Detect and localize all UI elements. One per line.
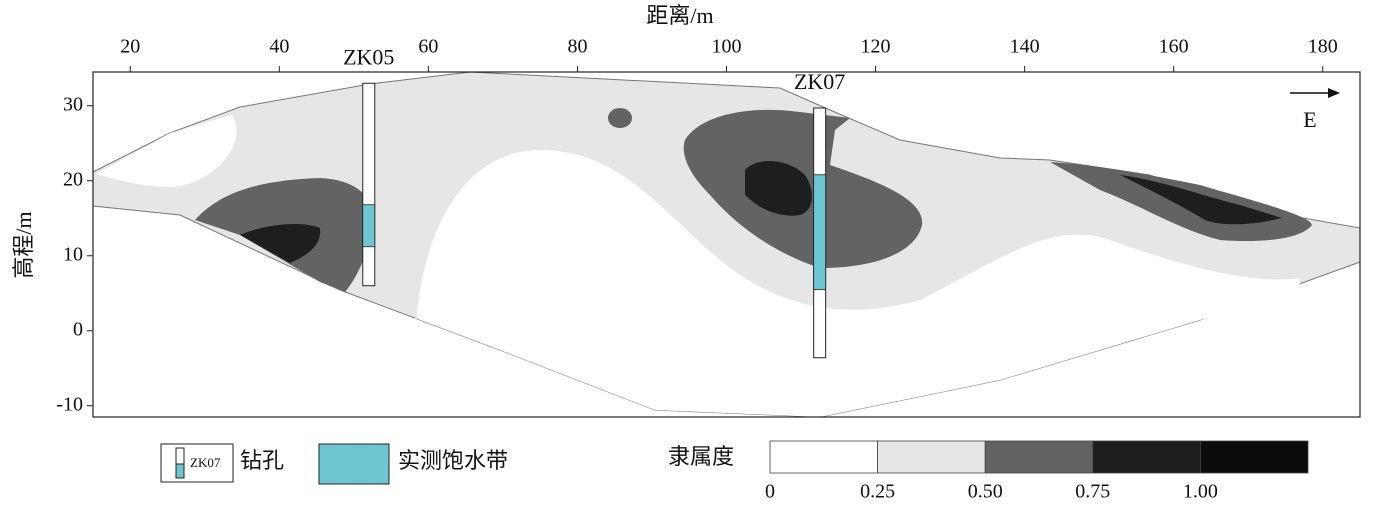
x-tick-label: 120 [861, 36, 891, 58]
borehole [362, 82, 376, 287]
x-axis-label: 距离/m [646, 3, 713, 28]
legend-borehole-icon-sat [175, 463, 185, 479]
zone-dark [608, 108, 632, 128]
y-tick-label: 30 [63, 93, 83, 115]
zone-black [1120, 175, 1282, 225]
colorbar-tick-label: 1.00 [1183, 481, 1218, 503]
saturated-zone [362, 204, 376, 248]
y-tick-label: 20 [63, 168, 83, 190]
x-tick-label: 160 [1159, 36, 1189, 58]
y-tick-label: -10 [56, 393, 83, 415]
y-tick-label: 0 [73, 318, 83, 340]
direction-label: E [1303, 107, 1316, 132]
legend: ZK07 钻孔 实测饱水带 隶属度 [160, 443, 734, 485]
colorbar-tick-label: 0.50 [968, 481, 1003, 503]
y-tick-label: 10 [63, 243, 83, 265]
x-tick-label: 180 [1308, 36, 1338, 58]
legend-label: 实测饱水带 [398, 448, 508, 473]
zone-black [745, 160, 812, 216]
x-tick-label: 60 [418, 36, 438, 58]
colorbar-label: 隶属度 [668, 444, 734, 469]
colorbar-segment [1200, 440, 1309, 474]
colorbar-segment [1092, 440, 1201, 474]
colorbar-segment [877, 440, 986, 474]
colorbar-tick-label: 0 [765, 481, 775, 503]
colorbar-tick-label: 0.75 [1075, 481, 1110, 503]
colorbar-segment [984, 440, 1094, 474]
x-tick-label: 100 [712, 36, 742, 58]
legend-box [160, 443, 234, 483]
colorbar-tick-label: 0.25 [860, 481, 895, 503]
x-tick-label: 140 [1010, 36, 1040, 58]
legend-label: 钻孔 [240, 448, 284, 473]
legend-icon-label: ZK07 [190, 455, 221, 470]
y-axis-label: 高程/m [11, 211, 36, 278]
zone-white [415, 150, 1300, 417]
zone-white [96, 115, 237, 187]
saturated-zone [813, 174, 827, 290]
legend-saturated-swatch [318, 443, 390, 485]
borehole-label: ZK05 [343, 44, 394, 69]
x-tick-label: 80 [567, 36, 587, 58]
borehole-label: ZK07 [794, 69, 845, 94]
x-tick-label: 40 [269, 36, 289, 58]
direction-arrow-head [1328, 88, 1340, 98]
contours [92, 71, 1361, 418]
x-tick-label: 20 [120, 36, 140, 58]
zone-black [240, 224, 321, 263]
colorbar-segment [769, 440, 878, 474]
